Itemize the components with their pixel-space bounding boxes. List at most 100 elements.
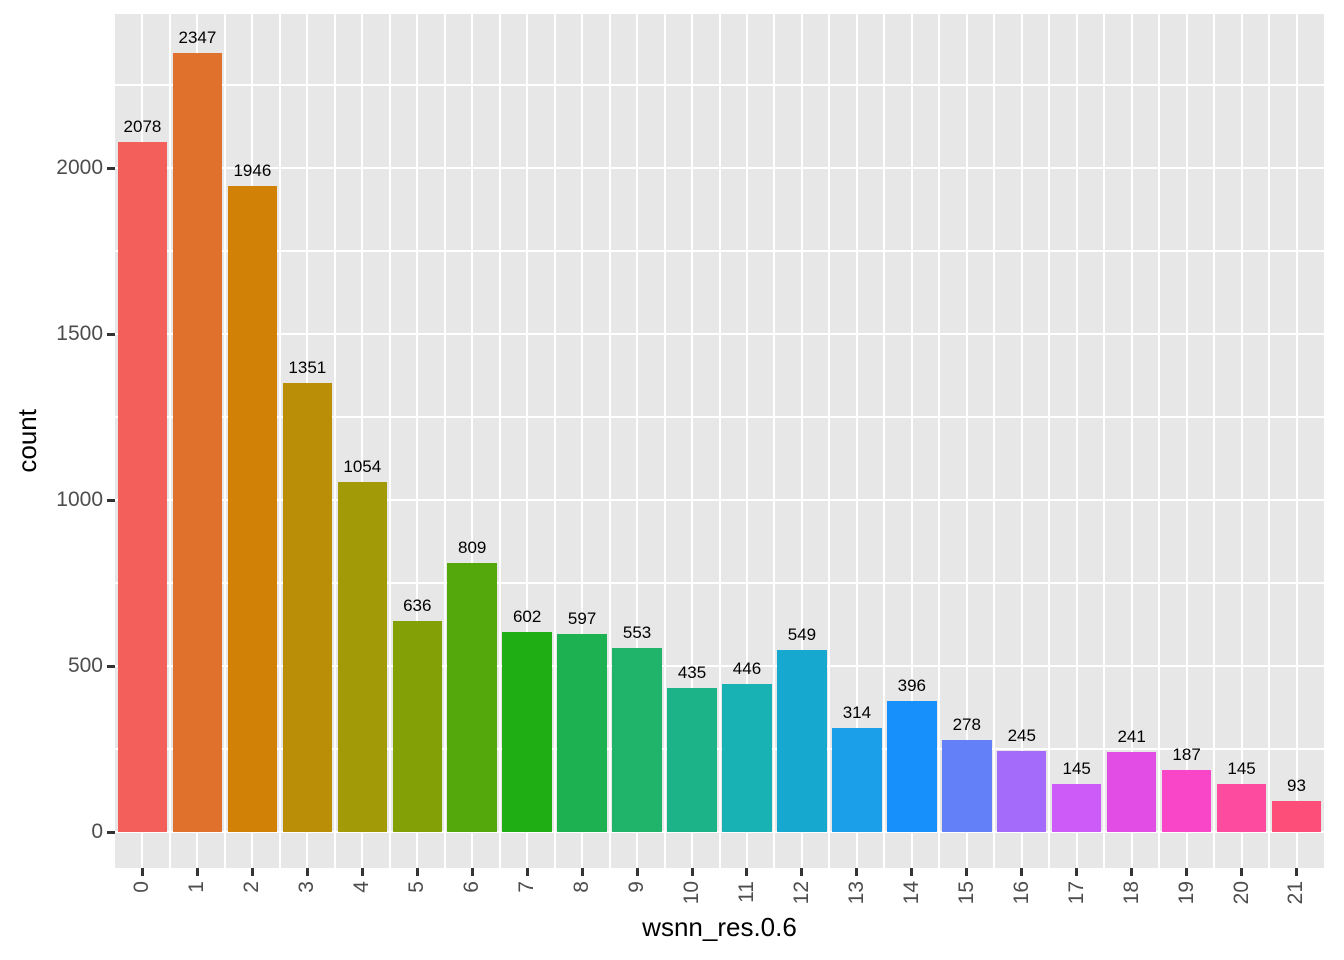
- gridline-vertical-minor: [168, 14, 171, 868]
- bar-segment: [392, 620, 442, 832]
- bar-segment: [1106, 751, 1157, 832]
- gridline-vertical-minor: [883, 14, 886, 868]
- bar-segment: [832, 727, 882, 832]
- x-tick-mark: [1185, 868, 1189, 876]
- x-tick-label: 18: [1117, 881, 1147, 904]
- gridline-vertical-major: [416, 14, 419, 868]
- y-tick-mark: [107, 830, 115, 834]
- x-tick-label-text: 19: [1174, 881, 1198, 905]
- bar-segment: [887, 700, 937, 832]
- bar-segment: [1216, 783, 1267, 832]
- bar-value-label: 549: [787, 624, 817, 644]
- x-tick-label: 5: [402, 881, 432, 893]
- bar-value-label: 314: [842, 702, 872, 722]
- gridline-vertical-minor: [663, 14, 666, 868]
- x-tick-label: 9: [622, 881, 652, 893]
- x-tick-label: 21: [1282, 881, 1312, 904]
- x-tick-label-text: 18: [1119, 881, 1143, 905]
- x-tick-label: 3: [292, 881, 322, 893]
- bar-segment: [1051, 783, 1102, 832]
- gridline-vertical-major: [1185, 14, 1188, 868]
- x-tick-label-text: 16: [1009, 881, 1033, 905]
- y-axis-title: count: [6, 14, 48, 868]
- y-tick-mark: [107, 166, 115, 170]
- bar-value-label: 1054: [343, 457, 382, 477]
- gridline-vertical-minor: [553, 14, 556, 868]
- y-tick-mark: [107, 664, 115, 668]
- bar-value-label: 245: [1007, 725, 1036, 745]
- x-tick-label-text: 9: [625, 881, 649, 893]
- bar-value-label: 597: [567, 608, 597, 628]
- gridline-vertical-major: [1020, 14, 1023, 868]
- gridline-vertical-major: [855, 14, 858, 868]
- gridline-vertical-minor: [223, 14, 226, 868]
- bar-value-label: 278: [952, 714, 981, 734]
- bar-value-label: 446: [732, 658, 762, 678]
- y-tick-label: 1500: [56, 322, 103, 345]
- bar-value-label: 636: [403, 595, 432, 615]
- gridline-vertical-minor: [608, 14, 611, 868]
- x-tick-mark: [635, 868, 639, 876]
- bar-segment: [997, 750, 1047, 832]
- bar-segment: [612, 648, 662, 832]
- gridline-vertical-minor: [333, 14, 336, 868]
- x-tick-label-text: 15: [954, 881, 978, 905]
- bar-segment: [777, 649, 827, 832]
- bar-value-label: 2347: [178, 27, 217, 47]
- x-tick-label-text: 6: [460, 881, 484, 893]
- x-tick-mark: [1075, 868, 1079, 876]
- bar-segment: [282, 383, 333, 832]
- gridline-vertical-minor: [993, 14, 996, 868]
- bar-segment: [667, 687, 717, 832]
- x-tick-mark: [195, 868, 199, 876]
- bar-value-label: 602: [512, 607, 542, 627]
- bar-value-label: 93: [1287, 776, 1306, 796]
- x-tick-mark: [690, 868, 694, 876]
- x-tick-label: 10: [677, 881, 707, 904]
- gridline-vertical-minor: [828, 14, 831, 868]
- x-tick-label: 4: [347, 881, 377, 893]
- x-tick-label: 20: [1227, 881, 1257, 904]
- bar-segment: [117, 142, 168, 832]
- x-tick-label: 15: [952, 881, 982, 904]
- x-tick-label: 14: [897, 881, 927, 904]
- x-tick-mark: [1130, 868, 1134, 876]
- x-tick-label-text: 2: [240, 881, 264, 893]
- x-tick-label: 13: [842, 881, 872, 904]
- x-tick-label-text: 13: [844, 881, 868, 905]
- gridline-vertical-major: [745, 14, 748, 868]
- bar-segment: [1271, 801, 1322, 832]
- gridline-vertical-minor: [443, 14, 446, 868]
- bar-value-label: 1946: [233, 160, 272, 180]
- x-tick-label-text: 7: [515, 881, 539, 893]
- x-tick-mark: [745, 868, 749, 876]
- x-tick-label: 11: [732, 881, 762, 903]
- x-tick-label-text: 11: [734, 881, 758, 903]
- gridline-vertical-major: [1075, 14, 1078, 868]
- x-tick-label-text: 17: [1064, 881, 1088, 905]
- gridline-vertical-major: [1130, 14, 1133, 868]
- x-tick-label-text: 20: [1229, 881, 1253, 905]
- gridline-vertical-minor: [1048, 14, 1051, 868]
- bar-segment: [502, 632, 552, 832]
- x-tick-label: 6: [457, 881, 487, 893]
- x-tick-label-text: 4: [350, 881, 374, 893]
- bar-value-label: 145: [1062, 758, 1091, 778]
- bar-segment: [447, 563, 497, 832]
- gridline-vertical-minor: [1213, 14, 1216, 868]
- x-tick-label-text: 8: [570, 881, 594, 893]
- x-tick-mark: [1240, 868, 1244, 876]
- x-tick-label: 12: [787, 881, 817, 904]
- x-tick-label-text: 3: [295, 881, 319, 893]
- gridline-vertical-minor: [938, 14, 941, 868]
- x-tick-label: 7: [512, 881, 542, 893]
- x-tick-label: 17: [1062, 881, 1092, 904]
- gridline-vertical-major: [1295, 14, 1298, 868]
- x-tick-label: 8: [567, 881, 597, 893]
- gridline-vertical-major: [361, 14, 364, 868]
- x-tick-label: 0: [127, 881, 157, 893]
- y-tick-label: 0: [91, 820, 103, 843]
- bar-value-label: 241: [1117, 726, 1146, 746]
- bar-value-label: 809: [458, 538, 487, 558]
